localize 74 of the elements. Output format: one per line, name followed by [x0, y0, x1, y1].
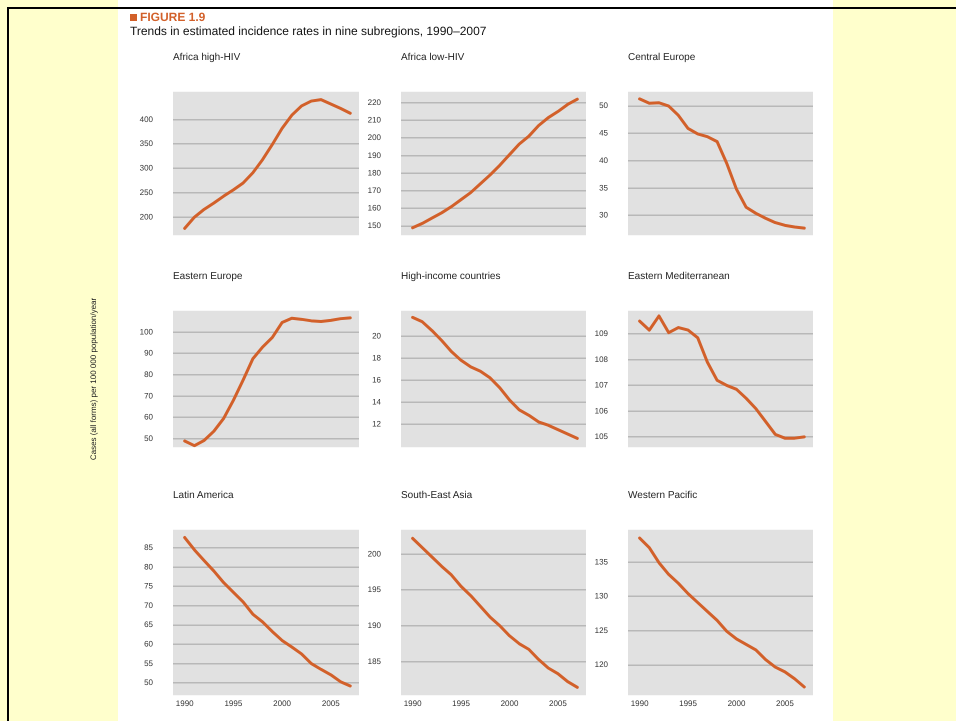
y-tick-label: 160 [368, 204, 382, 213]
y-tick-label: 80 [144, 562, 154, 572]
y-tick-label: 190 [368, 620, 382, 630]
y-tick-label: 130 [594, 592, 609, 601]
y-tick-label: 16 [372, 375, 382, 384]
x-tick-label: 2000 [500, 699, 519, 708]
y-tick-label: 50 [144, 678, 154, 688]
y-tick-label: 135 [594, 557, 609, 566]
y-tick-label: 250 [140, 188, 154, 197]
chart-title: High-income countries [401, 271, 500, 282]
y-tick-label: 180 [368, 168, 382, 178]
x-tick-label: 2005 [549, 699, 568, 708]
y-tick-label: 300 [140, 164, 154, 173]
y-tick-label: 150 [368, 221, 382, 230]
y-tick-label: 30 [599, 210, 609, 220]
x-tick-label: 1995 [224, 699, 243, 708]
y-tick-label: 109 [594, 329, 609, 338]
x-tick-label: 2005 [776, 699, 794, 708]
y-tick-label: 85 [144, 543, 154, 552]
y-tick-label: 55 [144, 658, 154, 668]
x-tick-label: 2005 [322, 699, 340, 708]
y-tick-label: 80 [144, 370, 154, 379]
y-tick-label: 400 [140, 114, 154, 124]
y-tick-label: 65 [144, 620, 154, 630]
y-tick-label: 108 [594, 354, 609, 364]
y-tick-label: 75 [144, 582, 154, 591]
chart-title: Africa low-HIV [401, 52, 464, 63]
x-tick-label: 1990 [176, 699, 194, 708]
chart-title: Latin America [173, 490, 234, 501]
y-tick-label: 125 [594, 626, 609, 635]
y-tick-label: 200 [368, 133, 382, 142]
y-tick-label: 107 [594, 380, 609, 390]
y-tick-label: 60 [144, 640, 154, 649]
x-tick-label: 2000 [273, 699, 292, 708]
text: Trends in estimated incidence rates in nine subregions, 1990–2007 [130, 24, 486, 38]
text: FIGURE 1.9 [139, 10, 206, 24]
y-tick-label: 100 [140, 327, 154, 336]
y-tick-label: 50 [144, 434, 154, 443]
y-tick-label: 120 [594, 660, 609, 670]
chart-title: Central Europe [628, 52, 696, 63]
y-tick-label: 40 [599, 156, 609, 165]
y-tick-label: 35 [599, 183, 609, 192]
chart-title: South-East Asia [401, 490, 472, 501]
y-tick-label: 18 [372, 353, 382, 362]
chart-title: Eastern Europe [173, 271, 242, 282]
y-tick-label: 70 [144, 600, 154, 610]
y-axis-title: Cases (all forms) per 100 000 population/year [89, 298, 98, 460]
y-tick-label: 20 [372, 331, 382, 340]
y-tick-label: 220 [368, 98, 382, 107]
y-tick-label: 195 [368, 585, 382, 594]
chart-title: Western Pacific [628, 490, 698, 501]
y-tick-label: 185 [368, 656, 382, 666]
x-tick-label: 1990 [630, 699, 650, 708]
y-tick-label: 106 [594, 406, 609, 416]
y-tick-label: 12 [372, 419, 382, 428]
x-tick-label: 1995 [452, 699, 470, 708]
x-tick-label: 2000 [728, 699, 746, 708]
y-tick-label: 70 [144, 391, 154, 400]
y-tick-label: 190 [368, 150, 382, 160]
y-tick-label: 14 [372, 397, 382, 406]
chart-title: Africa high-HIV [173, 52, 240, 63]
y-tick-label: 90 [144, 348, 154, 358]
y-tick-label: 50 [599, 101, 609, 110]
y-tick-label: 210 [368, 116, 382, 125]
y-tick-label: 45 [599, 128, 609, 138]
y-tick-label: 350 [140, 139, 154, 148]
x-tick-label: 1990 [404, 699, 422, 708]
y-tick-label: 200 [140, 212, 154, 222]
chart-title: Eastern Mediterranean [628, 271, 730, 282]
y-tick-label: 200 [368, 549, 382, 558]
x-tick-label: 1995 [679, 699, 698, 708]
y-tick-label: 60 [144, 412, 154, 422]
y-tick-label: 170 [368, 186, 382, 196]
y-tick-label: 105 [594, 432, 609, 442]
